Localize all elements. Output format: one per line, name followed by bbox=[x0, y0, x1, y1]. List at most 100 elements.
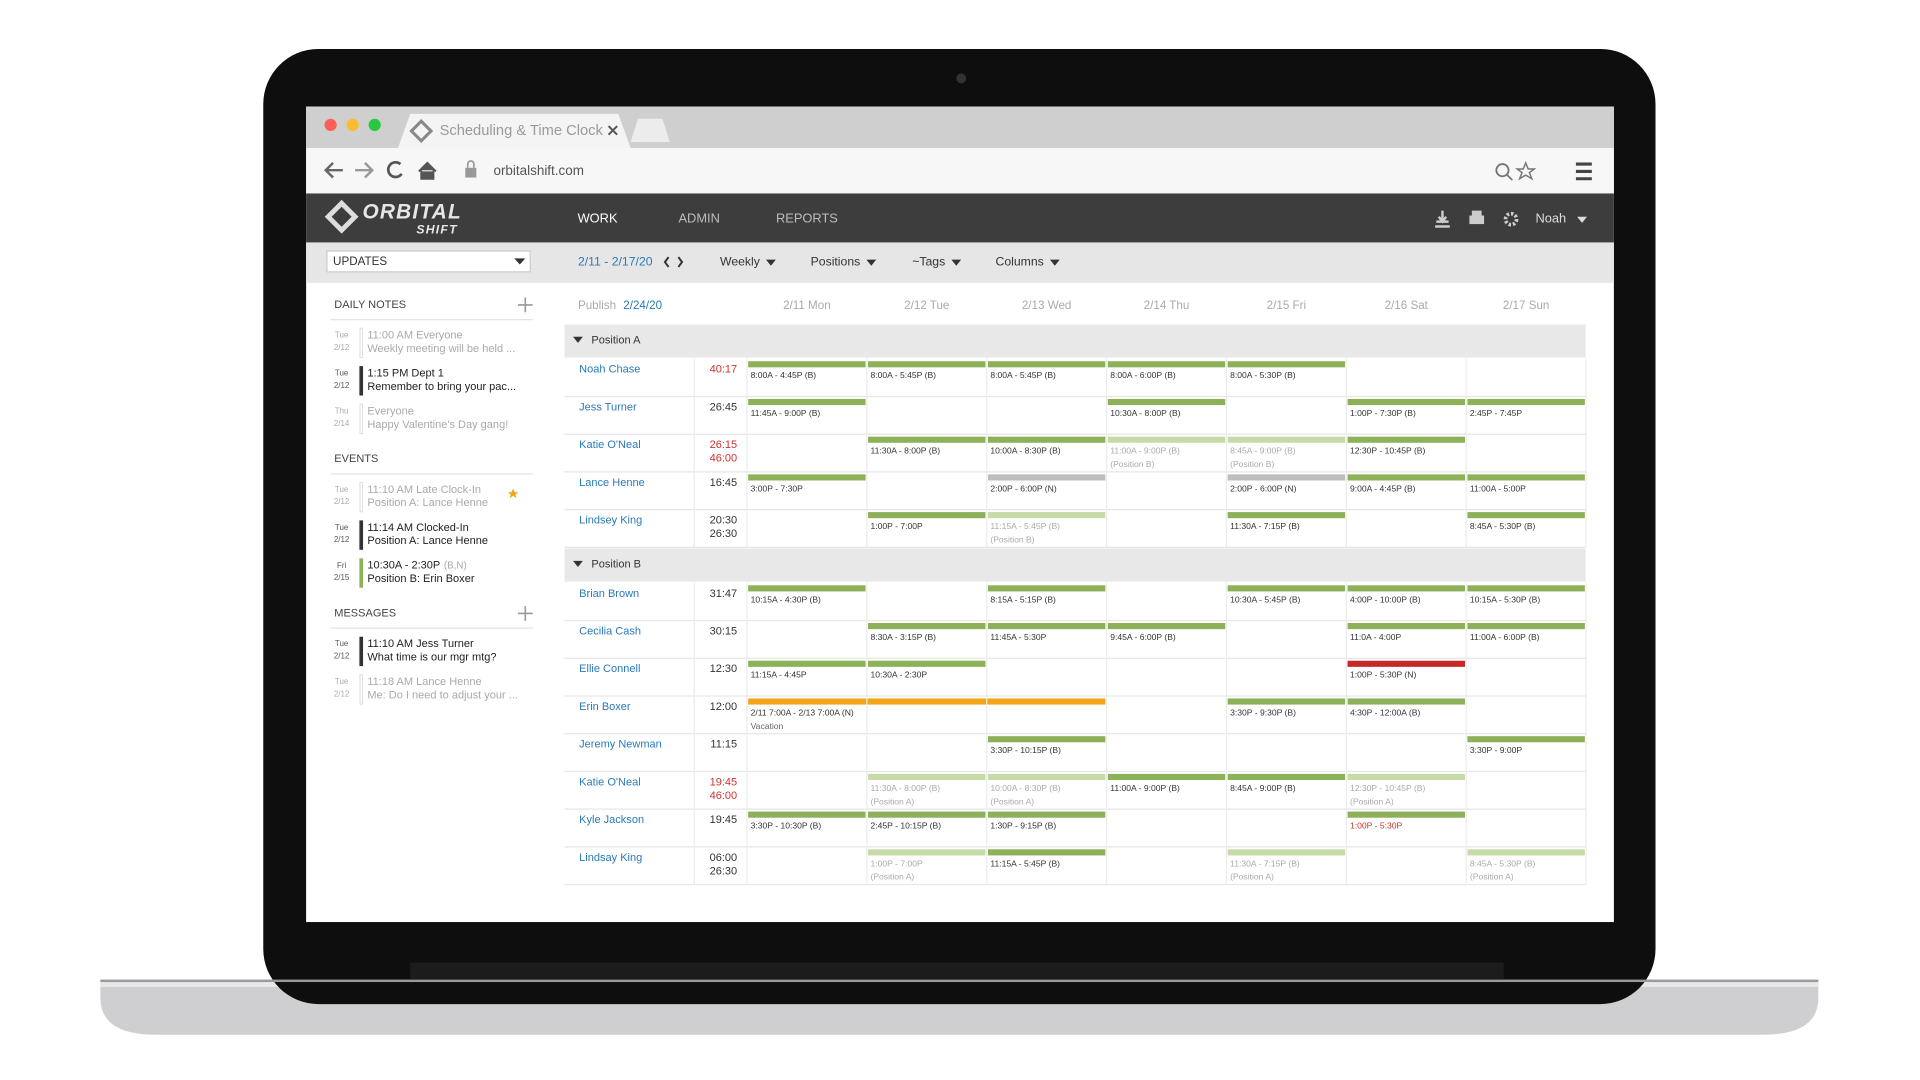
minimize-button[interactable] bbox=[346, 118, 359, 132]
forward-button[interactable] bbox=[355, 161, 374, 179]
shift-time[interactable]: 1:00P - 7:30P (B) bbox=[1350, 408, 1416, 418]
group-toggle[interactable] bbox=[573, 336, 583, 343]
week-arrows[interactable] bbox=[663, 256, 684, 268]
shift-bar[interactable] bbox=[1347, 585, 1465, 592]
shift-time[interactable]: 1:00P - 7:00P bbox=[870, 521, 922, 531]
updates-dropdown[interactable] bbox=[326, 250, 531, 273]
shift-bar[interactable] bbox=[748, 660, 866, 667]
shift-bar[interactable] bbox=[1467, 623, 1585, 630]
shift-bar[interactable] bbox=[748, 398, 866, 406]
shift-bar[interactable] bbox=[1347, 660, 1465, 667]
shift-time[interactable]: 10:00A - 8:30P (B) bbox=[990, 783, 1060, 793]
nav-item[interactable]: REPORTS bbox=[776, 211, 838, 226]
browser-menu[interactable] bbox=[1575, 162, 1592, 181]
shift-bar[interactable] bbox=[1347, 698, 1465, 705]
view-menu[interactable]: Columns bbox=[996, 254, 1044, 268]
item-title[interactable]: Everyone bbox=[367, 405, 414, 417]
shift-bar[interactable] bbox=[1227, 773, 1346, 780]
shift-time[interactable]: 11:45A - 5:30P bbox=[990, 632, 1046, 642]
shift-bar[interactable] bbox=[1467, 585, 1585, 592]
shift-bar[interactable] bbox=[1347, 436, 1465, 443]
shift-time[interactable]: 10:15A - 5:30P (B) bbox=[1470, 594, 1540, 604]
shift-time[interactable]: 11:00A - 6:00P (B) bbox=[1470, 632, 1540, 642]
employee-name[interactable]: Jess Turner bbox=[579, 401, 637, 413]
shift-bar[interactable] bbox=[987, 849, 1106, 856]
shift-time[interactable]: 4:00P - 10:00P (B) bbox=[1350, 594, 1421, 604]
shift-time[interactable]: 11:00A - 9:00P (B) bbox=[1110, 446, 1180, 456]
shift-bar[interactable] bbox=[1347, 474, 1465, 481]
shift-bar[interactable] bbox=[748, 474, 866, 481]
employee-name[interactable]: Kyle Jackson bbox=[579, 814, 644, 826]
shift-bar[interactable] bbox=[868, 436, 986, 443]
shift-bar[interactable] bbox=[1467, 736, 1585, 743]
shift-time[interactable]: 8:00A - 5:45P (B) bbox=[990, 370, 1056, 380]
item-title[interactable]: 11:00 AM Everyone bbox=[367, 329, 462, 341]
shift-time[interactable]: 3:30P - 10:15P (B) bbox=[990, 745, 1061, 755]
employee-name[interactable]: Cecilia Cash bbox=[579, 625, 641, 637]
add-button[interactable] bbox=[517, 606, 533, 621]
shift-bar[interactable] bbox=[868, 849, 986, 856]
shift-bar[interactable] bbox=[1107, 773, 1226, 780]
tab-close[interactable] bbox=[607, 125, 618, 136]
shift-bar[interactable] bbox=[987, 436, 1106, 443]
back-button[interactable] bbox=[323, 161, 343, 179]
download-icon[interactable] bbox=[1435, 210, 1450, 228]
group-toggle[interactable] bbox=[573, 560, 583, 567]
shift-time[interactable]: 1:30P - 9:15P (B) bbox=[990, 821, 1056, 831]
shift-time[interactable]: 8:15A - 5:15P (B) bbox=[990, 594, 1056, 604]
shift-time[interactable]: 8:45A - 5:30P (B) bbox=[1470, 521, 1536, 531]
shift-time[interactable]: 11:15A - 4:45P bbox=[751, 670, 807, 680]
shift-bar[interactable] bbox=[1227, 849, 1346, 856]
add-button[interactable] bbox=[517, 297, 533, 313]
shift-bar[interactable] bbox=[868, 512, 986, 519]
shift-bar[interactable] bbox=[1227, 361, 1346, 368]
shift-bar[interactable] bbox=[1107, 623, 1226, 630]
employee-name[interactable]: Erin Boxer bbox=[579, 701, 631, 713]
shift-time[interactable]: 11:15A - 5:45P (B) bbox=[990, 521, 1060, 531]
bookmark-star[interactable] bbox=[1514, 160, 1537, 181]
reload-button[interactable] bbox=[386, 161, 403, 179]
shift-time[interactable]: 12:30P - 10:45P (B) bbox=[1350, 783, 1426, 793]
print-icon[interactable] bbox=[1469, 215, 1485, 225]
shift-time[interactable]: 2:00P - 6:00P (N) bbox=[1230, 483, 1296, 493]
shift-time[interactable]: 8:45A - 5:30P (B) bbox=[1470, 858, 1536, 868]
shift-bar[interactable] bbox=[987, 512, 1106, 519]
shift-time[interactable]: 2:00P - 6:00P (N) bbox=[990, 483, 1056, 493]
shift-bar[interactable] bbox=[1347, 623, 1465, 630]
shift-bar[interactable] bbox=[1347, 811, 1465, 818]
date-range[interactable]: 2/11 - 2/17/20 bbox=[578, 254, 653, 268]
shift-bar[interactable] bbox=[1107, 436, 1226, 443]
shift-time[interactable]: 3:30P - 10:30P (B) bbox=[751, 821, 822, 831]
shift-time[interactable]: 8:00A - 6:00P (B) bbox=[1110, 370, 1176, 380]
shift-bar[interactable] bbox=[868, 660, 986, 667]
shift-bar[interactable] bbox=[987, 361, 1106, 368]
shift-bar[interactable] bbox=[987, 474, 1106, 481]
shift-bar[interactable] bbox=[868, 623, 986, 630]
shift-bar[interactable] bbox=[987, 773, 1106, 780]
shift-bar[interactable] bbox=[1227, 585, 1346, 592]
shift-time[interactable]: 11:0A - 4:00P bbox=[1350, 632, 1402, 642]
shift-bar[interactable] bbox=[987, 585, 1106, 592]
shift-bar[interactable] bbox=[1467, 512, 1585, 519]
employee-name[interactable]: Katie O'Neal bbox=[579, 439, 641, 451]
shift-bar[interactable] bbox=[1227, 436, 1346, 443]
employee-name[interactable]: Jeremy Newman bbox=[579, 739, 662, 751]
shift-bar[interactable] bbox=[1467, 474, 1585, 481]
shift-time[interactable]: 8:45A - 9:00P (B) bbox=[1230, 446, 1296, 456]
user-menu[interactable]: Noah bbox=[1536, 211, 1567, 226]
shift-bar[interactable] bbox=[748, 698, 1106, 705]
shift-time[interactable]: 3:30P - 9:00P bbox=[1470, 745, 1522, 755]
publish-date[interactable]: 2/24/20 bbox=[623, 299, 662, 312]
shift-time[interactable]: 8:00A - 5:30P (B) bbox=[1230, 370, 1296, 380]
shift-time[interactable]: 2:45P - 10:15P (B) bbox=[870, 821, 941, 831]
shift-time[interactable]: 10:30A - 8:00P (B) bbox=[1110, 408, 1180, 418]
shift-bar[interactable] bbox=[1227, 698, 1346, 705]
shift-bar[interactable] bbox=[868, 361, 986, 368]
item-title[interactable]: 11:14 AM Clocked-In bbox=[367, 522, 468, 534]
nav-item[interactable]: ADMIN bbox=[678, 211, 719, 226]
view-menu[interactable]: Weekly bbox=[720, 254, 761, 268]
shift-time[interactable]: 11:30A - 7:15P (B) bbox=[1230, 521, 1300, 531]
shift-time[interactable]: 10:30A - 5:45P (B) bbox=[1230, 594, 1300, 604]
shift-bar[interactable] bbox=[1227, 512, 1346, 519]
shift-bar[interactable] bbox=[987, 811, 1106, 818]
